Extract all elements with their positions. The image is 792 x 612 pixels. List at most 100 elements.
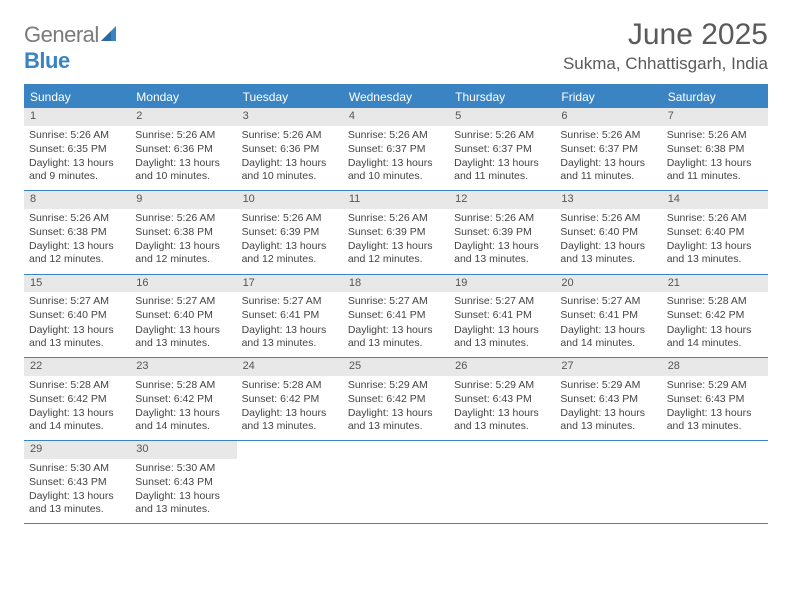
- logo-word-1: General: [24, 22, 99, 47]
- sunset-line: Sunset: 6:38 PM: [667, 143, 763, 156]
- week-row: 22Sunrise: 5:28 AMSunset: 6:42 PMDayligh…: [24, 358, 768, 441]
- daylight-line: Daylight: 13 hours and 10 minutes.: [348, 157, 444, 183]
- empty-cell: [662, 441, 768, 523]
- day-body: Sunrise: 5:26 AMSunset: 6:35 PMDaylight:…: [24, 126, 130, 191]
- month-title: June 2025: [563, 18, 768, 52]
- day-cell: 13Sunrise: 5:26 AMSunset: 6:40 PMDayligh…: [555, 191, 661, 273]
- sunrise-line: Sunrise: 5:29 AM: [454, 379, 550, 392]
- sunset-line: Sunset: 6:42 PM: [135, 393, 231, 406]
- day-cell: 20Sunrise: 5:27 AMSunset: 6:41 PMDayligh…: [555, 275, 661, 357]
- day-cell: 4Sunrise: 5:26 AMSunset: 6:37 PMDaylight…: [343, 108, 449, 190]
- sunset-line: Sunset: 6:38 PM: [29, 226, 125, 239]
- sunset-line: Sunset: 6:41 PM: [454, 309, 550, 322]
- day-number: 7: [662, 108, 768, 126]
- sunset-line: Sunset: 6:35 PM: [29, 143, 125, 156]
- day-header: Friday: [555, 86, 661, 108]
- sunset-line: Sunset: 6:40 PM: [560, 226, 656, 239]
- daylight-line: Daylight: 13 hours and 10 minutes.: [242, 157, 338, 183]
- day-number: 23: [130, 358, 236, 376]
- sunset-line: Sunset: 6:43 PM: [667, 393, 763, 406]
- sunrise-line: Sunrise: 5:28 AM: [242, 379, 338, 392]
- daylight-line: Daylight: 13 hours and 12 minutes.: [348, 240, 444, 266]
- day-body: Sunrise: 5:29 AMSunset: 6:42 PMDaylight:…: [343, 376, 449, 441]
- daylight-line: Daylight: 13 hours and 12 minutes.: [29, 240, 125, 266]
- week-row: 15Sunrise: 5:27 AMSunset: 6:40 PMDayligh…: [24, 275, 768, 358]
- sunrise-line: Sunrise: 5:26 AM: [560, 212, 656, 225]
- day-number: 10: [237, 191, 343, 209]
- daylight-line: Daylight: 13 hours and 13 minutes.: [560, 407, 656, 433]
- daylight-line: Daylight: 13 hours and 13 minutes.: [348, 324, 444, 350]
- day-cell: 21Sunrise: 5:28 AMSunset: 6:42 PMDayligh…: [662, 275, 768, 357]
- sunrise-line: Sunrise: 5:27 AM: [454, 295, 550, 308]
- day-cell: 22Sunrise: 5:28 AMSunset: 6:42 PMDayligh…: [24, 358, 130, 440]
- sunrise-line: Sunrise: 5:26 AM: [242, 129, 338, 142]
- sunrise-line: Sunrise: 5:26 AM: [560, 129, 656, 142]
- daylight-line: Daylight: 13 hours and 13 minutes.: [242, 324, 338, 350]
- sunrise-line: Sunrise: 5:27 AM: [242, 295, 338, 308]
- daylight-line: Daylight: 13 hours and 13 minutes.: [242, 407, 338, 433]
- day-number: 1: [24, 108, 130, 126]
- sunrise-line: Sunrise: 5:29 AM: [348, 379, 444, 392]
- logo-text: GeneralBlue: [24, 22, 121, 74]
- day-header: Monday: [130, 86, 236, 108]
- daylight-line: Daylight: 13 hours and 13 minutes.: [348, 407, 444, 433]
- day-body: Sunrise: 5:26 AMSunset: 6:37 PMDaylight:…: [449, 126, 555, 191]
- week-row: 29Sunrise: 5:30 AMSunset: 6:43 PMDayligh…: [24, 441, 768, 524]
- sunrise-line: Sunrise: 5:28 AM: [29, 379, 125, 392]
- day-body: Sunrise: 5:28 AMSunset: 6:42 PMDaylight:…: [130, 376, 236, 441]
- sunset-line: Sunset: 6:40 PM: [29, 309, 125, 322]
- sunrise-line: Sunrise: 5:27 AM: [135, 295, 231, 308]
- day-cell: 17Sunrise: 5:27 AMSunset: 6:41 PMDayligh…: [237, 275, 343, 357]
- day-number: 18: [343, 275, 449, 293]
- sunset-line: Sunset: 6:36 PM: [242, 143, 338, 156]
- sunrise-line: Sunrise: 5:29 AM: [560, 379, 656, 392]
- sunset-line: Sunset: 6:43 PM: [29, 476, 125, 489]
- sunset-line: Sunset: 6:41 PM: [560, 309, 656, 322]
- day-cell: 30Sunrise: 5:30 AMSunset: 6:43 PMDayligh…: [130, 441, 236, 523]
- daylight-line: Daylight: 13 hours and 9 minutes.: [29, 157, 125, 183]
- day-body: Sunrise: 5:27 AMSunset: 6:41 PMDaylight:…: [237, 292, 343, 357]
- daylight-line: Daylight: 13 hours and 12 minutes.: [242, 240, 338, 266]
- day-body: Sunrise: 5:26 AMSunset: 6:40 PMDaylight:…: [662, 209, 768, 274]
- day-cell: 29Sunrise: 5:30 AMSunset: 6:43 PMDayligh…: [24, 441, 130, 523]
- sunrise-line: Sunrise: 5:27 AM: [560, 295, 656, 308]
- day-body: Sunrise: 5:27 AMSunset: 6:41 PM Daylight:…: [343, 292, 449, 357]
- day-body: Sunrise: 5:26 AMSunset: 6:36 PMDaylight:…: [130, 126, 236, 191]
- day-cell: 25Sunrise: 5:29 AMSunset: 6:42 PMDayligh…: [343, 358, 449, 440]
- sunset-line: Sunset: 6:41 PM: [348, 309, 444, 322]
- day-number: 30: [130, 441, 236, 459]
- day-cell: 23Sunrise: 5:28 AMSunset: 6:42 PMDayligh…: [130, 358, 236, 440]
- day-number: 21: [662, 275, 768, 293]
- day-header: Wednesday: [343, 86, 449, 108]
- day-header: Thursday: [449, 86, 555, 108]
- sunrise-line: Sunrise: 5:26 AM: [135, 212, 231, 225]
- day-body: Sunrise: 5:30 AMSunset: 6:43 PMDaylight:…: [130, 459, 236, 524]
- calendar: SundayMondayTuesdayWednesdayThursdayFrid…: [24, 84, 768, 524]
- sunrise-line: Sunrise: 5:26 AM: [242, 212, 338, 225]
- sunset-line: Sunset: 6:42 PM: [242, 393, 338, 406]
- day-number: 16: [130, 275, 236, 293]
- day-number: 4: [343, 108, 449, 126]
- sunset-line: Sunset: 6:42 PM: [29, 393, 125, 406]
- day-body: Sunrise: 5:27 AMSunset: 6:40 PM Daylight:…: [130, 292, 236, 357]
- day-number: 24: [237, 358, 343, 376]
- day-number: 11: [343, 191, 449, 209]
- day-cell: 26Sunrise: 5:29 AMSunset: 6:43 PMDayligh…: [449, 358, 555, 440]
- day-number: 9: [130, 191, 236, 209]
- sunset-line: Sunset: 6:39 PM: [348, 226, 444, 239]
- week-row: 8Sunrise: 5:26 AMSunset: 6:38 PMDaylight…: [24, 191, 768, 274]
- day-cell: 12Sunrise: 5:26 AMSunset: 6:39 PMDayligh…: [449, 191, 555, 273]
- day-number: 12: [449, 191, 555, 209]
- sunset-line: Sunset: 6:40 PM: [135, 309, 231, 322]
- daylight-line: Daylight: 13 hours and 10 minutes.: [135, 157, 231, 183]
- day-cell: 6Sunrise: 5:26 AMSunset: 6:37 PMDaylight…: [555, 108, 661, 190]
- sunset-line: Sunset: 6:40 PM: [667, 226, 763, 239]
- daylight-line: Daylight: 13 hours and 13 minutes.: [135, 324, 231, 350]
- empty-cell: [237, 441, 343, 523]
- day-body: Sunrise: 5:28 AMSunset: 6:42 PMDaylight:…: [662, 292, 768, 357]
- day-body: Sunrise: 5:26 AMSunset: 6:36 PMDaylight:…: [237, 126, 343, 191]
- day-cell: 27Sunrise: 5:29 AMSunset: 6:43 PMDayligh…: [555, 358, 661, 440]
- day-cell: 28Sunrise: 5:29 AMSunset: 6:43 PMDayligh…: [662, 358, 768, 440]
- daylight-line: Daylight: 13 hours and 11 minutes.: [667, 157, 763, 183]
- sunrise-line: Sunrise: 5:27 AM: [348, 295, 444, 308]
